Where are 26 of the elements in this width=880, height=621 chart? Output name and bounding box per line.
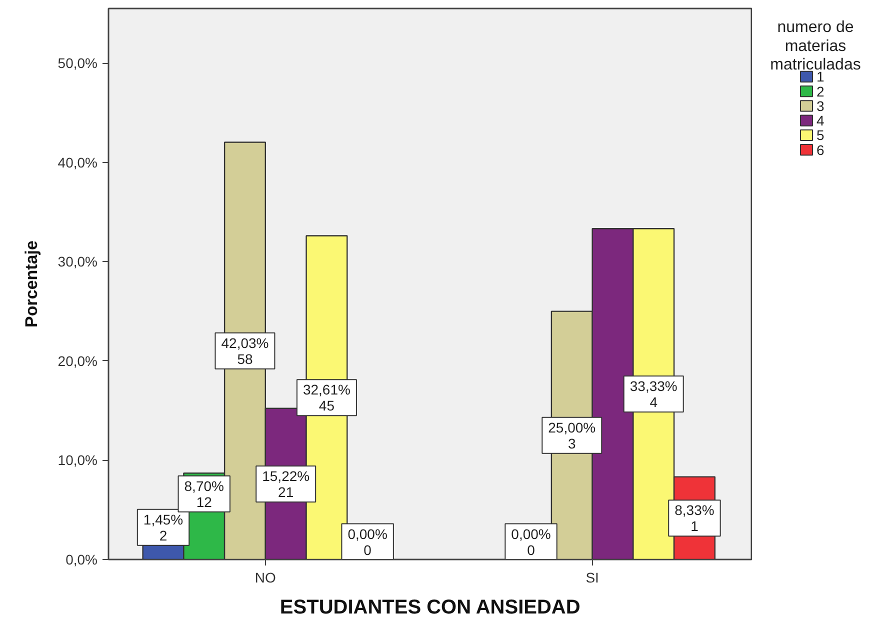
legend-label: 2 <box>816 83 824 100</box>
data-label: 42,03% 58 <box>221 334 269 367</box>
y-tick-label: 50,0% <box>58 55 98 72</box>
data-label: 33,33% 4 <box>630 378 678 410</box>
legend-label: 5 <box>816 127 824 144</box>
data-label: 32,61% 45 <box>302 382 350 414</box>
data-label: 25,00% 3 <box>548 419 596 452</box>
data-label: 15,22% 21 <box>262 468 310 500</box>
data-label: 0,00% 0 <box>348 526 388 558</box>
y-tick-label: 40,0% <box>58 154 98 170</box>
x-axis-title: ESTUDIANTES CON ANSIEDAD <box>280 596 580 618</box>
y-tick-label: 0,0% <box>66 552 98 568</box>
y-tick-label: 30,0% <box>58 254 98 270</box>
x-tick-label: SI <box>586 570 599 586</box>
legend-label: 6 <box>816 142 824 158</box>
y-tick-label: 10,0% <box>58 452 98 468</box>
data-label: 8,70% 12 <box>184 478 224 510</box>
data-label: 0,00% 0 <box>511 526 551 558</box>
legend-label: 4 <box>816 112 824 129</box>
y-tick-label: 20,0% <box>58 352 98 369</box>
data-label: 8,33% 1 <box>674 502 714 534</box>
y-axis-title: Porcentaje <box>22 240 41 328</box>
x-tick-label: NO <box>254 570 276 586</box>
data-label: 1,45% 2 <box>143 511 184 544</box>
legend-label: 1 <box>816 68 824 85</box>
legend-label: 3 <box>816 98 824 114</box>
